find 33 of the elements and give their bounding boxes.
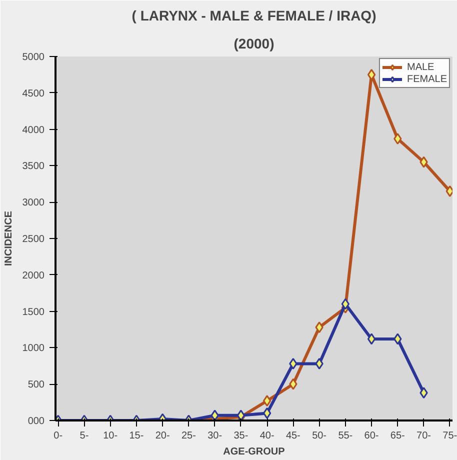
- x-tick-label: 40-: [260, 430, 274, 442]
- x-tick-label: 65-: [390, 430, 405, 442]
- y-tick-label: 1500: [22, 306, 45, 318]
- y-tick-label: 4000: [22, 124, 45, 136]
- chart-subtitle: (2000): [234, 36, 274, 52]
- x-tick-label: 20-: [155, 430, 170, 442]
- x-tick-label: 50-: [312, 430, 327, 442]
- x-tick-label: 10-: [103, 430, 118, 442]
- x-tick-label: 70-: [416, 430, 431, 442]
- x-tick-label: 75-: [442, 430, 457, 442]
- x-tick-label: 60-: [364, 430, 379, 442]
- x-tick-label: 30-: [208, 430, 222, 442]
- y-tick-label: 000: [28, 416, 45, 427]
- y-tick-label: 5000: [22, 52, 45, 63]
- y-tick-label: 1000: [22, 343, 45, 354]
- x-tick-label: 35-: [234, 430, 248, 442]
- y-tick-label: 2000: [22, 270, 45, 282]
- x-tick-label: 5-: [80, 430, 89, 442]
- y-axis-title: INCIDENCE: [3, 210, 14, 266]
- chart-title: ( LARYNX - MALE & FEMALE / IRAQ): [132, 8, 376, 24]
- y-tick-label: 3000: [22, 198, 45, 209]
- x-tick-label: 25-: [181, 430, 196, 442]
- x-tick-label: 45-: [286, 430, 300, 442]
- legend-label: MALE: [406, 61, 434, 73]
- y-tick-label: 4500: [22, 88, 45, 100]
- y-tick-label: 500: [28, 380, 45, 391]
- y-tick-label: 3500: [22, 161, 45, 172]
- legend-label: FEMALE: [406, 73, 447, 85]
- y-tick-label: 2500: [22, 234, 45, 245]
- x-axis-title: AGE-GROUP: [223, 446, 286, 458]
- x-tick-label: 15-: [129, 430, 144, 442]
- x-tick-label: 55-: [338, 430, 353, 442]
- x-tick-label: 0-: [54, 430, 63, 442]
